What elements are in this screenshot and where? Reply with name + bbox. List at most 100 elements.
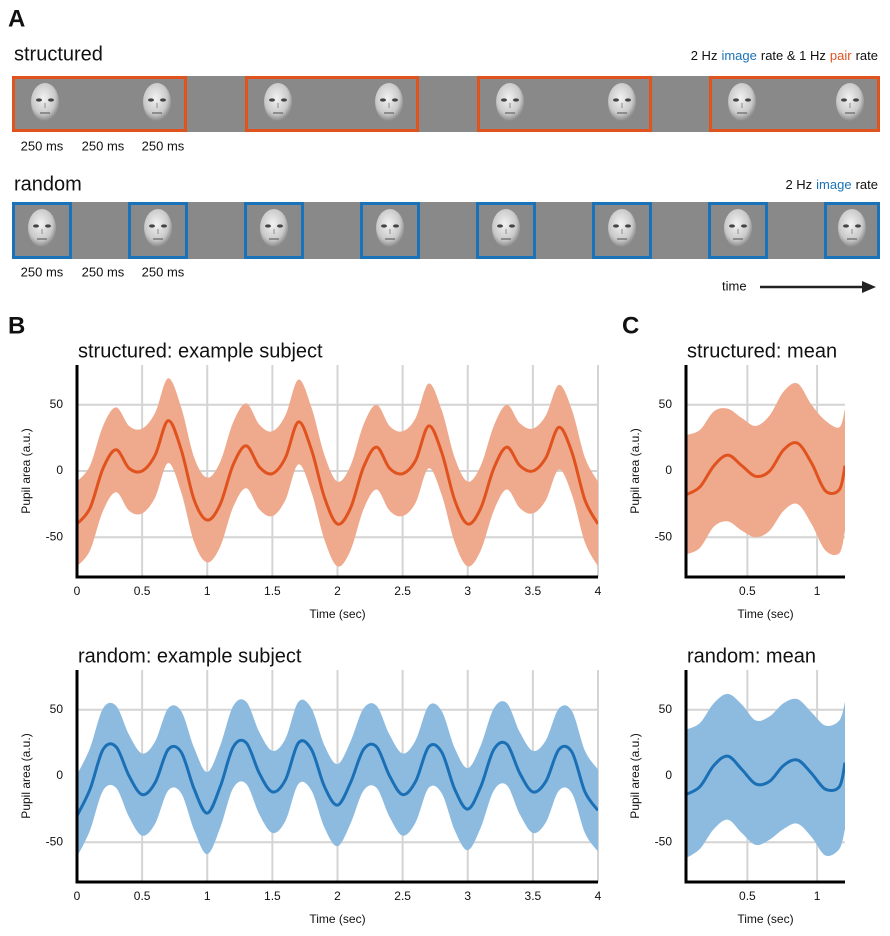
face-eye [265, 224, 271, 227]
face-eye [149, 224, 155, 227]
x-tick-label: 1 [204, 584, 211, 598]
chart-title: structured: example subject [78, 340, 323, 362]
face-eye [625, 98, 631, 101]
face-eye [148, 98, 154, 101]
rate-part: rate [856, 177, 878, 192]
face-head [375, 83, 403, 121]
face-head [376, 209, 404, 247]
x-tick-label: 4 [595, 584, 602, 598]
row-title: random [14, 173, 82, 195]
panel-label: A [8, 5, 25, 32]
face-eye [513, 98, 519, 101]
face-eye [843, 224, 849, 227]
face-eye [45, 224, 51, 227]
face-eye [277, 224, 283, 227]
x-tick-label: 1.5 [264, 584, 281, 598]
y-axis-label: Pupil area (a.u.) [19, 428, 33, 513]
x-tick-label: 0.5 [134, 889, 151, 903]
duration: 250 ms [82, 264, 125, 279]
face-eye [160, 98, 166, 101]
face-eye [855, 224, 861, 227]
face-eye [509, 224, 515, 227]
face-eye [497, 224, 503, 227]
y-tick-label: 0 [665, 463, 672, 477]
x-tick-label: 2.5 [394, 889, 411, 903]
face-head [144, 209, 172, 247]
face-head [728, 83, 756, 121]
panel-label: B [8, 312, 25, 339]
face-head [608, 83, 636, 121]
face-eye [269, 98, 275, 101]
x-axis-label: Time (sec) [737, 912, 793, 926]
panel-label: C [622, 312, 639, 339]
x-tick-label: 0.5 [739, 584, 756, 598]
face-head [836, 83, 864, 121]
y-tick-label: -50 [46, 529, 64, 543]
x-tick-label: 2.5 [394, 584, 411, 598]
y-tick-label: -50 [46, 834, 64, 848]
chart: random: mean -50 0 50 0.5 1 Time (sec) Pupil ar… [628, 645, 845, 926]
y-tick-label: 0 [665, 768, 672, 782]
x-tick-label: 3 [464, 584, 471, 598]
y-tick-label: -50 [655, 834, 673, 848]
face-eye [393, 224, 399, 227]
x-tick-label: 1 [814, 584, 821, 598]
face-head [143, 83, 171, 121]
x-tick-label: 3.5 [525, 584, 542, 598]
face-eye [380, 98, 386, 101]
x-tick-label: 0.5 [134, 584, 151, 598]
duration: 250 ms [21, 138, 64, 153]
face-eye [501, 98, 507, 101]
face-eye [853, 98, 859, 101]
face-head [28, 209, 56, 247]
face-head [496, 83, 524, 121]
y-tick-label: 0 [56, 768, 63, 782]
x-tick-label: 1 [204, 889, 211, 903]
x-axis-label: Time (sec) [309, 912, 365, 926]
face-eye [613, 224, 619, 227]
rate-part: 2 Hz [785, 177, 812, 192]
arrow-head [862, 281, 876, 293]
x-tick-label: 0.5 [739, 889, 756, 903]
x-tick-label: 2 [334, 889, 341, 903]
rate-part: rate & 1 Hz [761, 48, 826, 63]
y-tick-label: 50 [50, 397, 64, 411]
face-eye [625, 224, 631, 227]
duration: 250 ms [21, 264, 64, 279]
duration: 250 ms [142, 138, 185, 153]
face-eye [729, 224, 735, 227]
y-tick-label: -50 [655, 529, 673, 543]
chart: structured: example subject -50 0 50 0 0.5 1 1.… [19, 340, 601, 621]
x-axis-label: Time (sec) [309, 607, 365, 621]
rate-part: pair [830, 48, 852, 63]
chart-title: random: mean [687, 645, 816, 667]
x-tick-label: 1.5 [264, 889, 281, 903]
face-eye [392, 98, 398, 101]
x-axis-label: Time (sec) [737, 607, 793, 621]
confidence-band [686, 694, 845, 858]
figure: A structured 2 Hzimagerate & 1 Hzpairrat… [0, 0, 890, 936]
face-head [838, 209, 866, 247]
x-tick-label: 2 [334, 584, 341, 598]
duration: 250 ms [82, 138, 125, 153]
chart-title: random: example subject [78, 645, 302, 667]
y-axis-label: Pupil area (a.u.) [19, 733, 33, 818]
duration: 250 ms [142, 264, 185, 279]
face-eye [33, 224, 39, 227]
face-eye [745, 98, 751, 101]
face-eye [161, 224, 167, 227]
rate-part: image [721, 48, 756, 63]
y-tick-label: 0 [56, 463, 63, 477]
time-label: time [722, 278, 747, 293]
y-tick-label: 50 [659, 702, 673, 716]
x-tick-label: 1 [814, 889, 821, 903]
chart: random: example subject-5005000.511.522.… [19, 645, 601, 926]
face-head [264, 83, 292, 121]
x-tick-label: 0 [74, 584, 81, 598]
face-eye [381, 224, 387, 227]
x-tick-label: 3.5 [525, 889, 542, 903]
y-axis-label: Pupil area (a.u.) [628, 733, 642, 818]
